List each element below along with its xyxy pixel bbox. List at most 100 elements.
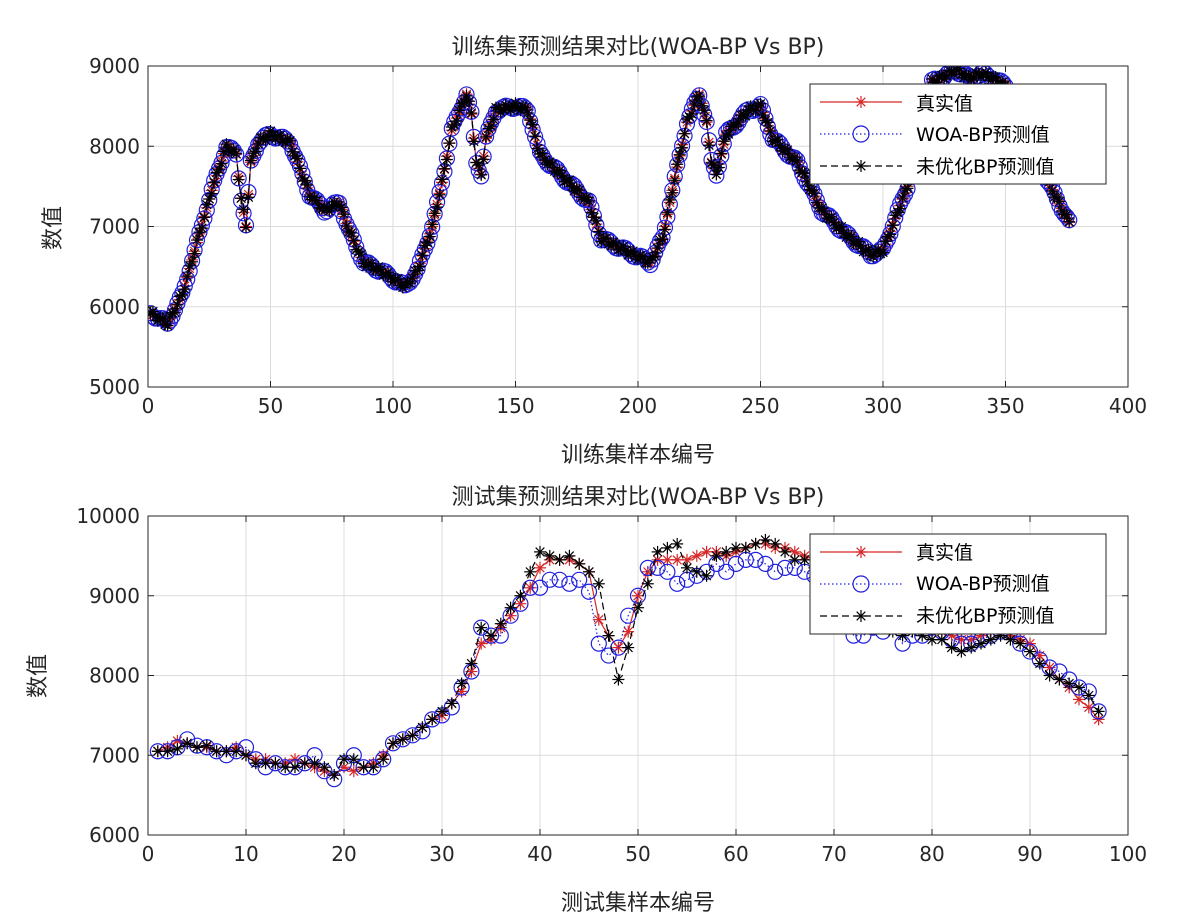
top-point-bp-178-d2 [581, 192, 592, 203]
bottom-point-bp-32 [465, 657, 478, 670]
bottom-point-bp-9 [240, 749, 252, 762]
bottom-point-true-48-d2 [623, 626, 633, 637]
top-point-bp-233-d2 [716, 148, 727, 159]
top-point-bp-114 [423, 230, 436, 243]
top-point-bp-306-d2 [895, 203, 905, 214]
top-point-bp-53-d2 [275, 130, 286, 141]
top-point-bp-18-d2 [189, 248, 200, 259]
bottom-point-bp-10 [249, 757, 262, 770]
bottom-point-true-91-d2 [1044, 662, 1055, 673]
top-point-bp-21-d2 [197, 223, 207, 233]
bottom-point-woa-23 [375, 751, 392, 768]
top-point-bp-374-d2 [1062, 210, 1072, 220]
bottom-chart-title: 测试集预测结果对比(WOA-BP Vs BP) [452, 485, 825, 510]
top-point-bp-86-d2 [356, 249, 366, 259]
bottom-point-bp-11-d2 [260, 758, 271, 768]
bottom-point-woa-64 [776, 559, 794, 576]
bottom-point-bp-25 [396, 733, 409, 746]
bottom-point-bp-13 [279, 761, 292, 774]
top-point-bp-40-d2 [243, 192, 254, 203]
bottom-point-true-45-d2 [594, 614, 604, 625]
bottom-point-bp-8 [230, 745, 243, 758]
top-legend-marker-bp [855, 160, 867, 172]
bottom-point-bp-30-d2 [447, 698, 457, 709]
top-point-bp-303-d2 [888, 220, 898, 231]
top-point-bp-132-d2 [469, 136, 479, 147]
top-point-bp-39 [240, 221, 252, 234]
top-point-bp-249-d2 [755, 99, 766, 109]
top-point-bp-18 [188, 247, 201, 260]
top-point-bp-36 [232, 173, 245, 186]
top-point-bp-135 [475, 168, 488, 181]
top-point-bp-190-d2 [611, 239, 621, 249]
top-point-bp-79-d2 [339, 209, 349, 219]
top-point-woa-303 [884, 218, 901, 235]
top-point-bp-118-d2 [434, 190, 445, 200]
top-ytick-label-1: 6000 [89, 295, 140, 319]
bottom-point-true-56-d2 [701, 547, 712, 557]
top-point-bp-186-d2 [601, 233, 611, 243]
bottom-point-bp-26-d2 [407, 730, 418, 741]
bottom-point-true-55-d2 [692, 551, 702, 561]
top-point-bp-21 [195, 222, 208, 235]
top-xtick-label-4: 200 [619, 394, 657, 418]
bottom-point-true-55 [690, 549, 703, 562]
bottom-point-bp-17 [318, 761, 331, 774]
bottom-point-bp-21-d2 [358, 762, 369, 772]
top-point-bp-227 [700, 114, 713, 127]
top-point-bp-36-d2 [233, 174, 244, 185]
top-point-bp-272 [810, 196, 823, 209]
top-point-bp-180-d2 [586, 207, 597, 218]
bottom-point-true-52 [661, 553, 674, 566]
top-point-bp-283-d2 [839, 228, 849, 239]
top-point-bp-233 [715, 147, 728, 160]
top-point-bp-22-d2 [199, 212, 210, 223]
top-point-bp-158-d2 [532, 143, 543, 154]
bottom-point-bp-22-d2 [368, 762, 379, 772]
top-xtick-label-0: 0 [142, 394, 155, 418]
bottom-point-woa-44 [580, 583, 598, 600]
top-point-bp-179 [583, 195, 595, 208]
bottom-point-true-49 [632, 589, 644, 602]
top-point-bp-168-d2 [557, 170, 567, 180]
bottom-point-bp-7 [220, 745, 233, 758]
top-xtick-label-8: 400 [1109, 394, 1147, 418]
top-point-bp-61-d2 [295, 163, 305, 174]
top-point-bp-215-d2 [672, 159, 682, 170]
bottom-point-woa-38 [522, 579, 539, 596]
bottom-point-true-39 [534, 561, 546, 574]
top-point-bp-120 [438, 162, 451, 175]
top-xtick-label-6: 300 [864, 394, 902, 418]
top-point-bp-5-d2 [157, 313, 168, 323]
bottom-point-woa-63 [767, 563, 784, 580]
top-point-bp-279-d2 [829, 217, 839, 227]
bottom-point-bp-20-d2 [349, 754, 359, 764]
top-point-bp-37-d2 [236, 193, 246, 203]
top-xtick-label-5: 250 [741, 394, 779, 418]
top-point-bp-26 [208, 176, 221, 189]
top-point-bp-225-d2 [696, 100, 707, 111]
top-point-bp-125 [450, 115, 463, 128]
top-point-bp-286-d2 [846, 231, 856, 242]
top-point-bp-232 [712, 161, 725, 174]
top-xtick-label-2: 100 [374, 394, 412, 418]
top-point-bp-121 [440, 153, 453, 166]
top-xtick-label-1: 50 [258, 394, 283, 418]
bottom-point-bp-27 [416, 721, 429, 734]
top-chart-ylabel: 数值 [41, 206, 66, 250]
top-point-bp-155-d2 [525, 115, 535, 125]
bottom-point-woa-62 [757, 555, 774, 572]
bottom-point-bp-31 [455, 677, 468, 690]
top-point-bp-130-d2 [464, 96, 474, 107]
bottom-point-bp-2 [171, 742, 184, 755]
top-point-bp-345 [989, 70, 1002, 83]
bottom-point-woa-50 [639, 559, 656, 576]
top-point-bp-17 [186, 255, 199, 268]
bottom-point-bp-16 [308, 757, 321, 770]
top-point-bp-264-d2 [792, 156, 802, 166]
top-point-bp-1-d2 [148, 306, 158, 317]
top-point-woa-239 [727, 117, 745, 135]
bottom-point-bp-0-d2 [153, 746, 163, 757]
top-point-bp-149-d2 [510, 98, 521, 108]
top-legend-label-true: 真实值 [916, 93, 973, 115]
